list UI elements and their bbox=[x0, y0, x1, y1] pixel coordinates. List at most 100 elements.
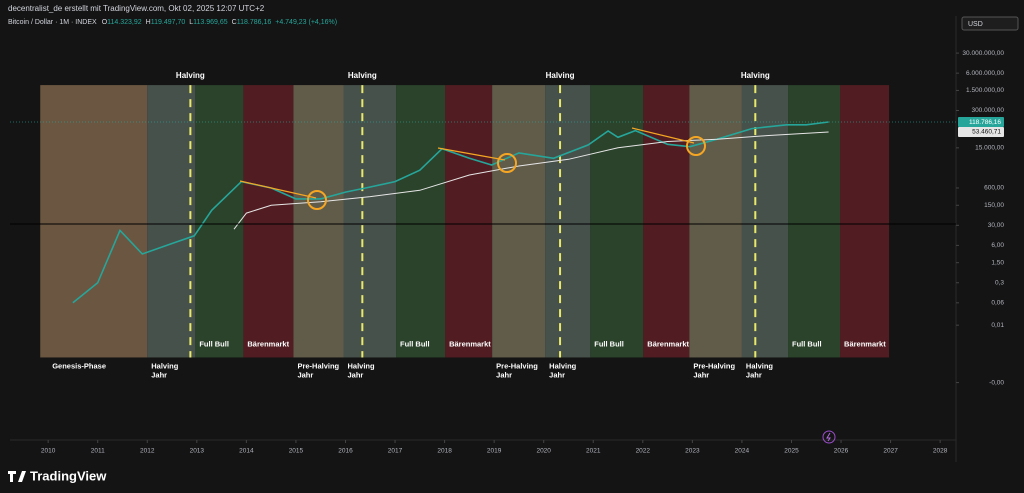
phase-band bbox=[545, 85, 591, 358]
ohlc-value: 118.786,16 bbox=[237, 19, 272, 26]
x-tick-label: 2011 bbox=[91, 448, 105, 455]
price-line bbox=[233, 131, 829, 230]
price-box bbox=[958, 127, 1004, 138]
brand-logo: TradingView bbox=[8, 468, 107, 483]
symbol: Bitcoin / Dollar · 1M · INDEX bbox=[8, 19, 97, 26]
phase-label: Jahr bbox=[297, 370, 313, 379]
phase-label: Bärenmarkt bbox=[449, 339, 491, 348]
annotations bbox=[10, 127, 956, 444]
y-tick-label: 6.000.000,00 bbox=[966, 70, 1004, 77]
event-icon[interactable] bbox=[822, 430, 836, 444]
y-tick-label: 1,50 bbox=[991, 259, 1004, 266]
symbol-legend: Bitcoin / Dollar · 1M · INDEX O 114.323,92… bbox=[8, 19, 337, 26]
phase-label: Full Bull bbox=[199, 339, 229, 348]
x-tick-label: 2027 bbox=[883, 448, 898, 455]
phase-band bbox=[788, 85, 841, 358]
x-tick-label: 2018 bbox=[437, 448, 452, 455]
y-tick-label: -0,00 bbox=[989, 379, 1004, 386]
phase-label: Bärenmarkt bbox=[844, 339, 886, 348]
x-tick-label: 2019 bbox=[487, 448, 502, 455]
x-tick-label: 2014 bbox=[239, 448, 254, 455]
phase-label: Jahr bbox=[151, 370, 167, 379]
phase-band bbox=[643, 85, 690, 358]
phase-label: Jahr bbox=[348, 370, 364, 379]
change: +4.749,23 (+4,16%) bbox=[275, 19, 337, 26]
phase-label: Genesis-Phase bbox=[52, 361, 106, 370]
price-label: 53.460,71 bbox=[972, 129, 1001, 136]
y-tick-label: 300.000,00 bbox=[971, 107, 1004, 114]
x-tick-label: 2026 bbox=[834, 448, 849, 455]
phase-label: Jahr bbox=[746, 370, 762, 379]
ohlc-key: C bbox=[232, 19, 237, 26]
y-tick-label: 30.000.000,00 bbox=[962, 50, 1004, 57]
currency[interactable]: USD bbox=[968, 21, 983, 28]
phase-band bbox=[243, 85, 294, 358]
price-box bbox=[958, 117, 1004, 128]
event-bolt bbox=[826, 432, 831, 442]
halving-label: Halving bbox=[348, 71, 377, 80]
trend-line bbox=[239, 180, 317, 199]
phase-label: Full Bull bbox=[792, 339, 822, 348]
y-tick-label: 30,00 bbox=[988, 222, 1005, 229]
x-tick-label: 2020 bbox=[536, 448, 551, 455]
author-line: decentralist_de erstellt mit TradingView… bbox=[8, 4, 265, 13]
phase-label: Jahr bbox=[496, 370, 512, 379]
phase-band bbox=[293, 85, 344, 358]
phase-band bbox=[40, 85, 148, 358]
ohlc-value: 119.497,70 bbox=[151, 19, 186, 26]
phase-band bbox=[396, 85, 446, 358]
ohlc-key: H bbox=[146, 19, 151, 26]
x-tick-label: 2013 bbox=[190, 448, 205, 455]
phase-label: Bärenmarkt bbox=[647, 339, 689, 348]
phase-band bbox=[840, 85, 890, 358]
phase-label: Pre-Halving bbox=[496, 361, 538, 370]
phase-label: Halving bbox=[746, 361, 774, 370]
currency-box[interactable] bbox=[961, 16, 1019, 31]
phase-label: Full Bull bbox=[400, 339, 430, 348]
phase-label: Pre-Halving bbox=[297, 361, 339, 370]
x-tick-label: 2017 bbox=[388, 448, 403, 455]
marker-circle bbox=[307, 190, 327, 210]
ohlc-key: L bbox=[189, 19, 193, 26]
brand: TradingView bbox=[30, 468, 107, 483]
y-tick-label: 0,06 bbox=[991, 300, 1004, 307]
x-tick-label: 2025 bbox=[784, 448, 799, 455]
trend-line bbox=[437, 147, 506, 161]
phase-label: Halving bbox=[549, 361, 577, 370]
halving-label: Halving bbox=[741, 71, 770, 80]
marker-circle bbox=[497, 153, 517, 173]
phase-band bbox=[689, 85, 742, 358]
ohlc-value: 114.323,92 bbox=[107, 19, 142, 26]
phase-label: Bärenmarkt bbox=[247, 339, 289, 348]
phase-label: Pre-Halving bbox=[693, 361, 735, 370]
x-tick-label: 2021 bbox=[586, 448, 601, 455]
logo-icon bbox=[8, 471, 26, 482]
halving-label: Halving bbox=[176, 71, 205, 80]
ohlc-key: O bbox=[102, 19, 108, 26]
halving-label: Halving bbox=[546, 71, 575, 80]
marker-circle bbox=[686, 136, 706, 156]
phase-label: Jahr bbox=[549, 370, 565, 379]
phase-band bbox=[445, 85, 493, 358]
phase-band bbox=[741, 85, 789, 358]
phase-label: Full Bull bbox=[594, 339, 624, 348]
phase-band bbox=[590, 85, 644, 358]
x-tick-label: 2028 bbox=[933, 448, 948, 455]
y-tick-label: 0,3 bbox=[995, 279, 1004, 286]
phase-band bbox=[492, 85, 546, 358]
x-tick-label: 2016 bbox=[338, 448, 353, 455]
x-tick-label: 2015 bbox=[289, 448, 304, 455]
x-tick-label: 2022 bbox=[636, 448, 651, 455]
x-tick-label: 2023 bbox=[685, 448, 700, 455]
y-tick-label: 15.000,00 bbox=[975, 145, 1004, 152]
trend-line bbox=[631, 127, 695, 144]
y-tick-label: 150,00 bbox=[984, 202, 1004, 209]
y-tick-label: 600,00 bbox=[984, 185, 1004, 192]
y-tick-label: 0,01 bbox=[991, 322, 1004, 329]
x-tick-label: 2024 bbox=[735, 448, 750, 455]
phase-label: Halving bbox=[348, 361, 376, 370]
x-tick-label: 2010 bbox=[41, 448, 56, 455]
